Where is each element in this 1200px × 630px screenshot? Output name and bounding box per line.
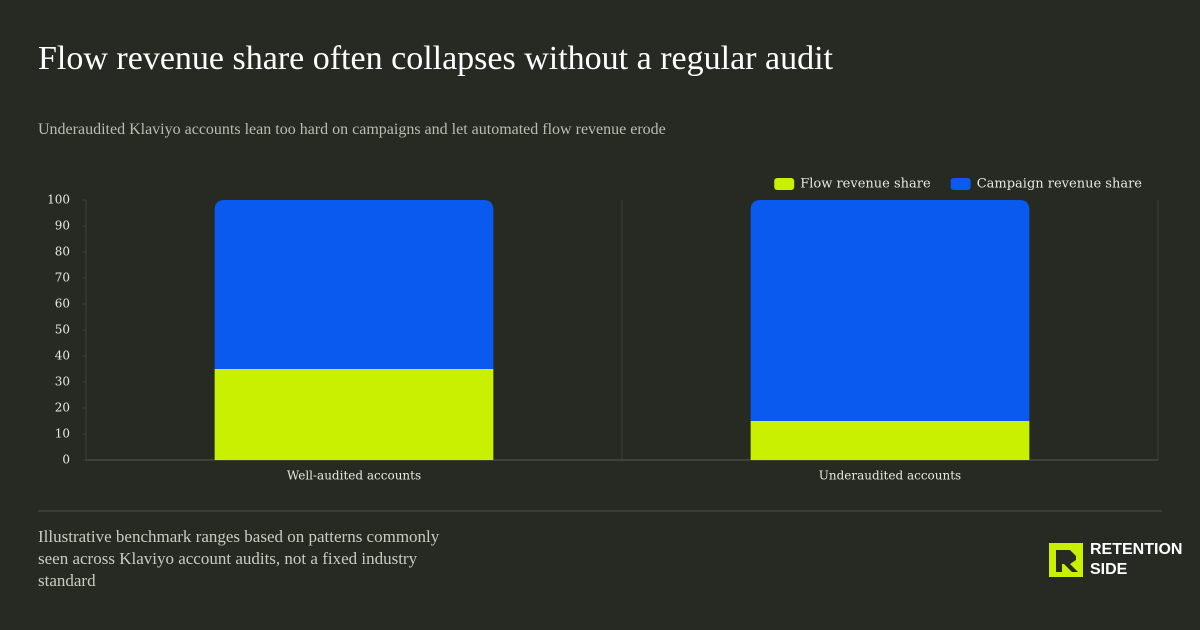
y-tick-label: 50 [55, 323, 70, 337]
logo-text: SIDE [1090, 561, 1128, 578]
y-tick-label: 60 [55, 297, 70, 311]
y-tick-label: 40 [55, 349, 70, 363]
y-tick-label: 70 [55, 271, 70, 285]
y-tick-label: 90 [55, 219, 70, 233]
logo-icon [1049, 543, 1083, 577]
x-tick-label: Underaudited accounts [819, 469, 961, 483]
legend-swatch [774, 178, 795, 190]
bar-segment [214, 200, 494, 369]
legend-swatch [950, 178, 971, 190]
footnote: Illustrative benchmark ranges based on p… [38, 527, 440, 590]
y-tick-label: 30 [55, 375, 70, 389]
bar-segment [750, 200, 1030, 421]
legend-label: Campaign revenue share [977, 177, 1143, 192]
y-tick-label: 20 [55, 401, 70, 415]
y-tick-label: 100 [47, 193, 70, 207]
y-tick-label: 10 [55, 427, 70, 441]
y-tick-label: 80 [55, 245, 70, 259]
chart-subtitle: Underaudited Klaviyo accounts lean too h… [38, 121, 666, 138]
legend-label: Flow revenue share [800, 177, 931, 192]
y-tick-label: 0 [62, 453, 70, 467]
logo-text: RETENTION [1090, 541, 1182, 558]
bar-segment [750, 421, 1030, 460]
x-tick-label: Well-audited accounts [287, 469, 421, 483]
chart-title: Flow revenue share often collapses witho… [38, 40, 833, 77]
bar-segment [214, 369, 494, 460]
